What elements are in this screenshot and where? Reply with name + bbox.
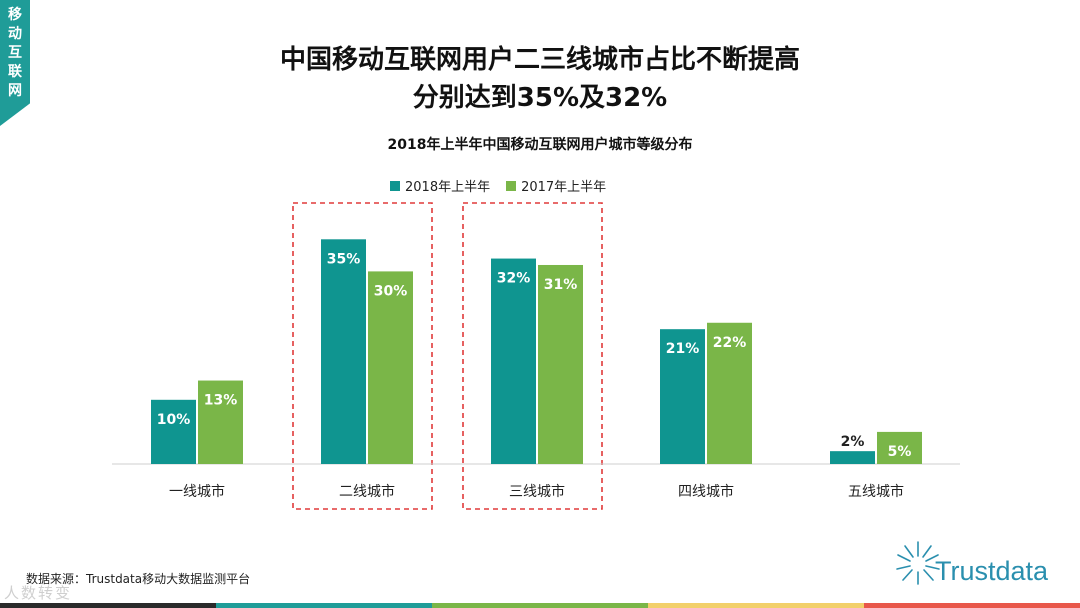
data-label: 10% — [157, 412, 191, 428]
data-label: 2% — [841, 434, 865, 450]
section-tab-char: 联 — [8, 64, 22, 80]
section-tab-char: 动 — [8, 26, 22, 42]
chart-title: 2018年上半年中国移动互联网用户城市等级分布 — [387, 137, 693, 153]
category-label: 四线城市 — [678, 483, 734, 500]
data-label: 13% — [204, 393, 238, 409]
bar-2017 — [707, 322, 752, 464]
bar-2018 — [151, 399, 196, 464]
bar-2017 — [538, 264, 583, 464]
footer-strip-segment — [432, 603, 648, 608]
chart-legend: 2018年上半年 2017年上半年 — [390, 176, 606, 195]
category-label: 五线城市 — [848, 483, 904, 500]
data-label: 30% — [374, 283, 408, 299]
trustdata-logo: Trustdata — [893, 538, 1068, 590]
bar-2017 — [198, 380, 243, 464]
bar-2018 — [491, 258, 536, 464]
footer-strip-segment — [648, 603, 864, 608]
footer-strip-segment — [216, 603, 432, 608]
footer-color-strip — [0, 603, 1080, 608]
bar-2018 — [830, 451, 875, 464]
legend-swatch-2018 — [390, 180, 400, 191]
legend-label-2018: 2018年上半年 — [405, 180, 491, 195]
data-label: 5% — [888, 444, 912, 460]
logo-text: Trustdata — [935, 555, 1049, 586]
sunburst-icon — [896, 541, 940, 585]
section-tab-char: 移 — [8, 7, 22, 23]
legend-swatch-2017 — [506, 180, 517, 191]
bar-2018 — [660, 329, 705, 464]
data-label: 31% — [544, 277, 578, 293]
page-title-line-2: 分别达到35%及32% — [412, 83, 668, 113]
legend-item-2018: 2018年上半年 — [390, 176, 490, 195]
highlight-box — [462, 202, 603, 510]
data-label: 21% — [666, 341, 700, 357]
footer-strip-segment — [864, 603, 1080, 608]
data-label: 22% — [713, 335, 747, 351]
data-source: 数据来源：Trustdata移动大数据监测平台 — [26, 572, 251, 586]
footer-strip-segment — [0, 603, 216, 608]
highlight-box — [292, 202, 433, 510]
data-label: 32% — [497, 271, 531, 287]
bar-2017 — [877, 431, 922, 464]
watermark: 人数转变 — [4, 584, 73, 602]
bar-2017 — [368, 271, 413, 464]
section-tab-char: 互 — [8, 45, 22, 61]
page-title-line-1: 中国移动互联网用户二三线城市占比不断提高 — [279, 45, 800, 75]
legend-label-2017: 2017年上半年 — [521, 180, 607, 195]
category-label: 一线城市 — [169, 483, 225, 500]
bar-2018 — [321, 239, 366, 464]
category-label: 二线城市 — [339, 483, 395, 500]
data-label: 35% — [327, 251, 361, 267]
section-tab-char: 网 — [8, 83, 22, 99]
legend-item-2017: 2017年上半年 — [506, 176, 606, 195]
category-label: 三线城市 — [509, 483, 565, 500]
section-tab: 移 动 互 联 网 — [0, 0, 30, 126]
